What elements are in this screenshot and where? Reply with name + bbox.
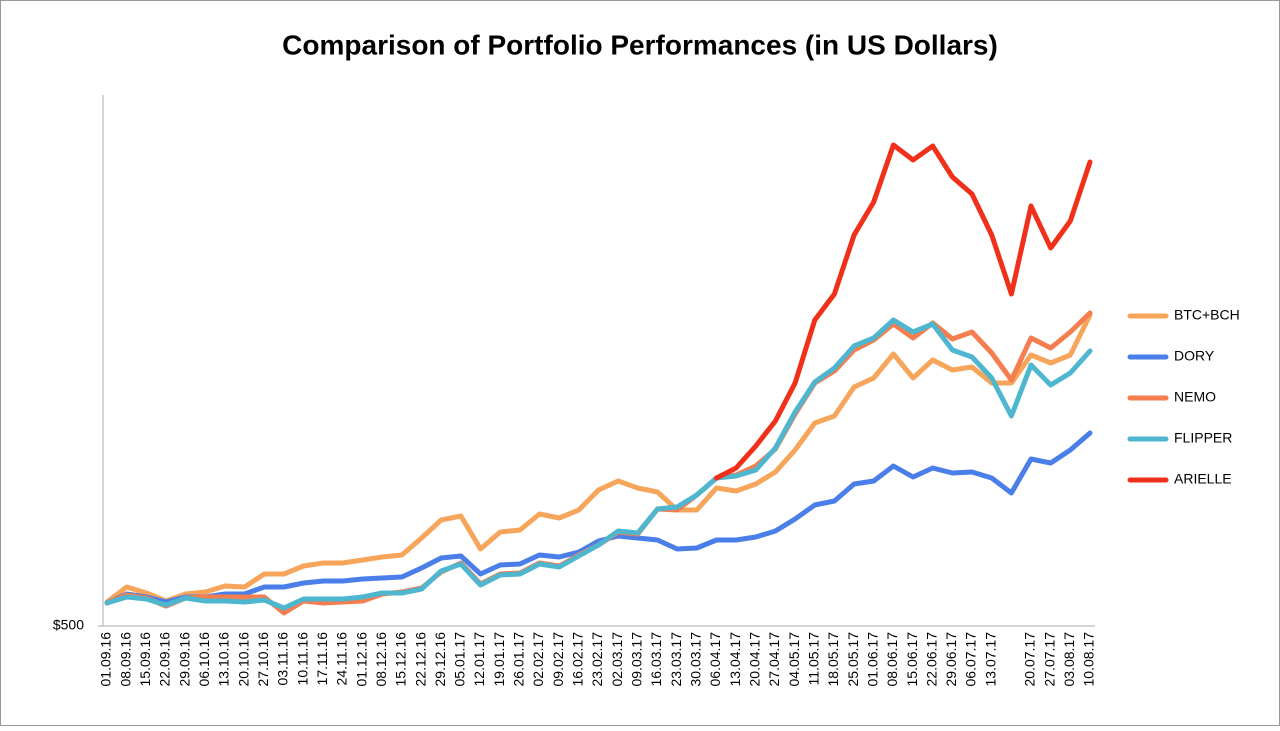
x-tick-label: 23.02.17 bbox=[589, 632, 605, 687]
x-tick-label: 18.05.17 bbox=[825, 632, 841, 687]
x-tick-label: 17.11.16 bbox=[314, 632, 330, 686]
x-tick-label: 24.11.16 bbox=[334, 632, 350, 686]
series-line bbox=[104, 430, 1093, 606]
x-tick-label: 29.12.16 bbox=[432, 632, 448, 687]
x-tick-label: 02.03.17 bbox=[609, 632, 625, 687]
x-tick-label: 10.11.16 bbox=[294, 632, 310, 686]
x-tick-label: 04.05.17 bbox=[786, 632, 802, 687]
x-tick-label: 29.09.16 bbox=[176, 632, 192, 687]
x-tick-label: 27.10.16 bbox=[255, 632, 271, 687]
x-tick-label: 26.01.17 bbox=[511, 632, 527, 687]
x-tick-label: 22.12.16 bbox=[412, 632, 428, 687]
x-tick-label: 25.05.17 bbox=[845, 632, 861, 687]
x-tick-label: 27.07.17 bbox=[1041, 632, 1057, 687]
legend-label: DORY bbox=[1174, 348, 1215, 364]
legend-label: FLIPPER bbox=[1174, 430, 1232, 446]
x-tick-label: 23.03.17 bbox=[668, 632, 684, 687]
y-tick-label: $500 bbox=[53, 617, 84, 633]
x-tick-label: 19.01.17 bbox=[491, 632, 507, 687]
x-tick-label: 12.01.17 bbox=[471, 632, 487, 687]
x-tick-label: 20.07.17 bbox=[1022, 632, 1038, 687]
x-tick-label: 05.01.17 bbox=[452, 632, 468, 687]
x-tick-label: 10.08.17 bbox=[1081, 632, 1097, 687]
x-tick-label: 03.11.16 bbox=[275, 632, 291, 686]
x-tick-label: 08.06.17 bbox=[884, 632, 900, 687]
x-tick-label: 20.10.16 bbox=[235, 632, 251, 687]
x-tick-label: 06.04.17 bbox=[707, 632, 723, 687]
x-tick-label: 08.09.16 bbox=[117, 632, 133, 687]
x-tick-label: 22.06.17 bbox=[923, 632, 939, 687]
series-line bbox=[104, 317, 1093, 611]
x-tick-label: 01.09.16 bbox=[98, 632, 114, 687]
chart-title: Comparison of Portfolio Performances (in… bbox=[282, 29, 998, 60]
x-tick-label: 27.04.17 bbox=[766, 632, 782, 687]
x-tick-label: 13.07.17 bbox=[982, 632, 998, 687]
x-tick-label: 16.02.17 bbox=[570, 632, 586, 687]
series-line bbox=[714, 142, 1093, 481]
x-tick-label: 03.08.17 bbox=[1061, 632, 1077, 687]
x-tick-label: 02.02.17 bbox=[530, 632, 546, 687]
x-tick-label: 06.07.17 bbox=[963, 632, 979, 687]
legend-label: BTC+BCH bbox=[1174, 307, 1240, 323]
x-tick-label: 09.02.17 bbox=[550, 632, 566, 687]
x-tick-label: 01.06.17 bbox=[864, 632, 880, 687]
x-tick-label: 15.09.16 bbox=[137, 632, 153, 687]
x-tick-label: 13.04.17 bbox=[727, 632, 743, 687]
x-tick-label: 15.06.17 bbox=[904, 632, 920, 687]
series-line bbox=[104, 312, 1093, 605]
x-tick-label: 22.09.16 bbox=[157, 632, 173, 687]
x-tick-label: 08.12.16 bbox=[373, 632, 389, 687]
x-tick-label: 01.12.16 bbox=[353, 632, 369, 687]
x-tick-label: 30.03.17 bbox=[688, 632, 704, 687]
legend-label: ARIELLE bbox=[1174, 471, 1232, 487]
x-tick-label: 16.03.17 bbox=[648, 632, 664, 687]
x-tick-label: 06.10.16 bbox=[196, 632, 212, 687]
x-tick-label: 15.12.16 bbox=[393, 632, 409, 687]
legend-label: NEMO bbox=[1174, 389, 1216, 405]
x-tick-label: 11.05.17 bbox=[805, 632, 821, 686]
x-tick-label: 09.03.17 bbox=[629, 632, 645, 687]
x-tick-label: 20.04.17 bbox=[746, 632, 762, 687]
x-tick-label: 13.10.16 bbox=[216, 632, 232, 687]
x-tick-label: 29.06.17 bbox=[943, 632, 959, 687]
